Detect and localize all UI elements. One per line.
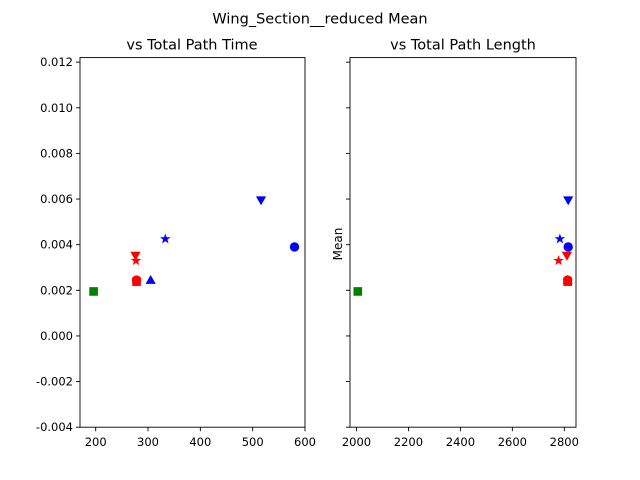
left-xtick-label: 400	[189, 435, 211, 449]
left-data-point-circle	[289, 242, 300, 252]
right-subplot-title: vs Total Path Length	[390, 38, 536, 54]
right-subplot: vs Total Path Length Mean 2000 2200 2400 26…	[331, 38, 579, 450]
left-ytick-label: 0.002	[40, 283, 73, 297]
left-ytick-label: 0.004	[40, 238, 73, 252]
left-data-point-triangle-down	[255, 196, 267, 206]
right-axes-frame	[349, 57, 577, 428]
left-ytick-label: 0.006	[40, 192, 73, 206]
right-subplot-ylabel: Mean	[331, 228, 345, 261]
right-xtick-label: 2800	[550, 435, 579, 449]
left-axes-frame	[79, 57, 306, 428]
right-data-point-triangle-down	[563, 196, 574, 206]
right-data-point-star	[554, 233, 566, 244]
right-subplot-marks: 2000 2200 2400 2600 2800	[342, 57, 579, 449]
left-data-point-star	[160, 233, 171, 244]
left-xtick-label: 200	[85, 435, 107, 449]
right-xtick-label: 2600	[498, 435, 527, 449]
left-ytick-label: 0.012	[40, 55, 73, 69]
right-data-point-square	[353, 287, 363, 296]
left-ytick-label: 0.000	[40, 329, 73, 343]
left-subplot: vs Total Path Time 200 300 400 500 600 -0.004…	[36, 38, 316, 450]
left-xtick-label: 600	[294, 435, 316, 449]
left-ytick-label: -0.002	[36, 375, 73, 389]
left-data-point-triangle-down	[130, 251, 141, 261]
right-xtick-label: 2200	[394, 435, 423, 449]
left-ytick-label: 0.008	[40, 146, 73, 160]
right-data-point-triangle-down	[561, 251, 573, 261]
left-data-point-circle	[131, 275, 142, 285]
figure-suptitle: Wing_Section__reduced Mean	[212, 12, 427, 28]
left-data-point-triangle-up	[145, 274, 156, 284]
left-data-point-square	[89, 287, 98, 296]
left-xtick-label: 500	[242, 435, 264, 449]
left-ytick-label: -0.004	[36, 420, 73, 434]
right-data-point-star	[553, 255, 564, 266]
left-subplot-marks: 200 300 400 500 600 -0.004 -0.002 0.000 0.002 0.0…	[36, 55, 316, 449]
right-xtick-label: 2400	[446, 435, 475, 449]
left-subplot-title: vs Total Path Time	[126, 38, 257, 54]
left-xtick-label: 300	[137, 435, 159, 449]
left-ytick-label: 0.010	[40, 101, 73, 115]
right-data-point-circle	[562, 275, 573, 285]
right-xtick-label: 2000	[342, 435, 371, 449]
right-data-point-circle	[563, 242, 573, 252]
left-data-point-star	[130, 255, 142, 266]
